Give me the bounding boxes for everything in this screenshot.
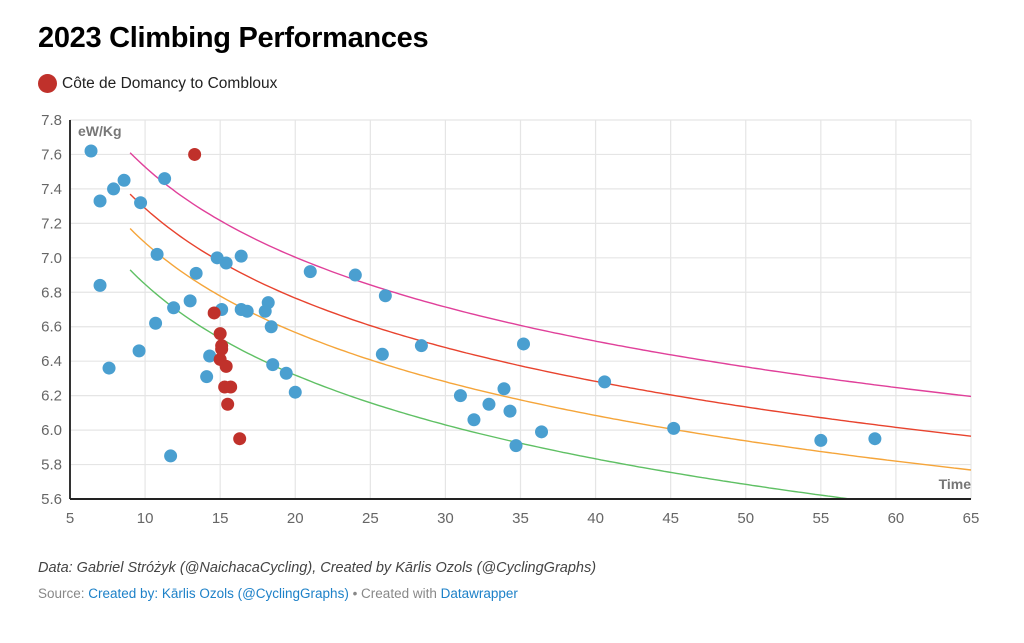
- legend-marker-red-dot: [38, 74, 57, 93]
- chart-title: 2023 Climbing Performances: [38, 22, 429, 54]
- data-point[interactable]: [107, 182, 121, 196]
- data-point[interactable]: [149, 316, 163, 330]
- data-point[interactable]: [134, 196, 148, 210]
- data-point[interactable]: [200, 370, 214, 384]
- highlight-point[interactable]: [233, 432, 247, 446]
- x-tick-label: 15: [212, 510, 229, 527]
- data-point[interactable]: [509, 439, 523, 453]
- x-tick-label: 25: [362, 510, 379, 527]
- curve-pink: [129, 152, 972, 398]
- tick-labels: 5 10 15 20 25 30 35 40 45 50 55 60 65 5.6 5.8 6.0 6.2 6.4…: [41, 112, 979, 527]
- y-tick-label: 7.8: [41, 112, 62, 129]
- data-point[interactable]: [93, 194, 107, 208]
- highlight-point[interactable]: [188, 147, 202, 161]
- data-point[interactable]: [378, 289, 392, 303]
- data-point[interactable]: [288, 385, 302, 399]
- y-tick-label: 5.8: [41, 457, 62, 474]
- highlight-point[interactable]: [221, 397, 235, 411]
- y-tick-label: 7.4: [41, 181, 62, 198]
- data-point[interactable]: [264, 320, 278, 334]
- data-point[interactable]: [348, 268, 362, 282]
- data-point[interactable]: [497, 382, 511, 396]
- data-point[interactable]: [164, 449, 178, 463]
- x-tick-label: 30: [437, 510, 454, 527]
- y-tick-label: 6.8: [41, 284, 62, 301]
- data-point[interactable]: [279, 366, 293, 380]
- data-point[interactable]: [517, 337, 531, 351]
- data-points: [84, 144, 882, 463]
- y-tick-label: 6.6: [41, 319, 62, 336]
- data-point[interactable]: [240, 304, 254, 318]
- x-tick-label: 20: [287, 510, 304, 527]
- y-tick-label: 7.0: [41, 250, 62, 267]
- x-tick-label: 65: [963, 510, 980, 527]
- data-point[interactable]: [150, 247, 164, 261]
- x-tick-label: 35: [512, 510, 529, 527]
- gridlines: [69, 119, 972, 500]
- y-tick-label: 6.0: [41, 422, 62, 439]
- data-point[interactable]: [189, 266, 203, 280]
- y-tick-label: 6.4: [41, 353, 62, 370]
- x-tick-label: 45: [662, 510, 679, 527]
- chart-notes: Data: Gabriel Stróżyk (@NaichacaCycling)…: [38, 560, 597, 576]
- highlight-point[interactable]: [207, 306, 221, 320]
- data-point[interactable]: [467, 413, 481, 427]
- x-tick-label: 55: [812, 510, 829, 527]
- data-point[interactable]: [814, 433, 828, 447]
- data-point[interactable]: [203, 349, 217, 363]
- data-point[interactable]: [303, 265, 317, 279]
- data-point[interactable]: [375, 347, 389, 361]
- legend: Côte de Domancy to Combloux: [38, 74, 277, 93]
- y-tick-label: 6.2: [41, 388, 62, 405]
- datawrapper-link[interactable]: Datawrapper: [440, 586, 518, 601]
- data-point[interactable]: [102, 361, 116, 375]
- data-point[interactable]: [535, 425, 549, 439]
- data-point[interactable]: [453, 389, 467, 403]
- axes: [69, 120, 971, 500]
- source-separator: • Created with: [348, 586, 441, 601]
- data-point[interactable]: [167, 301, 181, 315]
- data-point[interactable]: [84, 144, 98, 158]
- data-point[interactable]: [667, 421, 681, 435]
- curve-orange: [129, 228, 972, 471]
- x-tick-label: 5: [66, 510, 74, 527]
- data-point[interactable]: [258, 304, 272, 318]
- data-point[interactable]: [266, 358, 280, 372]
- curve-green: [129, 269, 850, 500]
- data-point[interactable]: [234, 249, 248, 263]
- data-point[interactable]: [868, 432, 882, 446]
- data-point[interactable]: [132, 344, 146, 358]
- source-line: Source: Created by: Kārlis Ozols (@Cycli…: [38, 586, 518, 601]
- source-prefix: Source:: [38, 586, 89, 601]
- data-point[interactable]: [158, 172, 172, 186]
- curve-red: [129, 193, 972, 437]
- y-tick-label: 5.6: [41, 491, 62, 508]
- x-tick-label: 50: [737, 510, 754, 527]
- data-point[interactable]: [219, 256, 233, 270]
- data-point[interactable]: [598, 375, 612, 389]
- data-point[interactable]: [93, 278, 107, 292]
- y-axis-title: eW/Kg: [78, 123, 122, 139]
- highlight-point[interactable]: [219, 359, 233, 373]
- reference-curves: [129, 152, 972, 500]
- source-link[interactable]: Created by: Kārlis Ozols (@CyclingGraphs…: [88, 586, 349, 601]
- y-tick-label: 7.6: [41, 146, 62, 163]
- data-point[interactable]: [117, 173, 131, 187]
- data-point[interactable]: [414, 339, 428, 353]
- highlight-point[interactable]: [213, 327, 227, 341]
- x-tick-label: 60: [888, 510, 905, 527]
- legend-label: Côte de Domancy to Combloux: [62, 74, 278, 92]
- highlight-point[interactable]: [215, 342, 229, 356]
- data-point[interactable]: [503, 404, 517, 418]
- y-tick-label: 7.2: [41, 215, 62, 232]
- data-point[interactable]: [482, 397, 496, 411]
- data-point[interactable]: [183, 294, 197, 308]
- x-tick-label: 40: [587, 510, 604, 527]
- highlight-point[interactable]: [224, 380, 238, 394]
- x-tick-label: 10: [137, 510, 154, 527]
- x-axis-title: Time: [939, 476, 972, 492]
